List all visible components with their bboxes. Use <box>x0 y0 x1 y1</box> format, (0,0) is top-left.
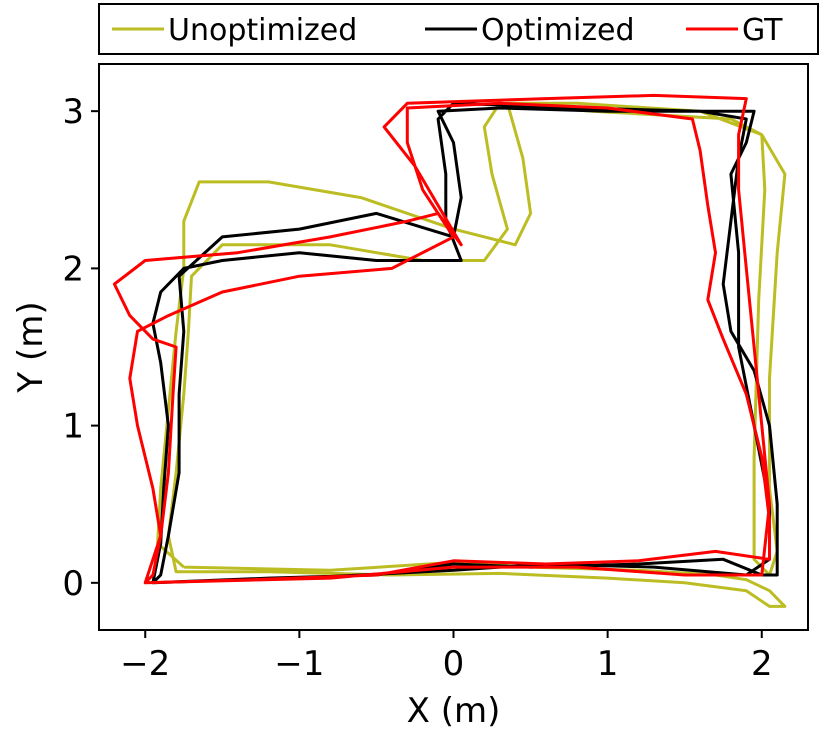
y-tick-label: 3 <box>62 92 84 132</box>
x-tick-label: 1 <box>597 644 619 684</box>
x-tick-label: −1 <box>274 644 324 684</box>
y-tick-label: 0 <box>62 564 84 604</box>
x-axis-label: X (m) <box>407 691 501 730</box>
ticks-layer: −2 −1 0 1 2 0 1 2 3 <box>62 92 772 684</box>
legend-label-gt: GT <box>742 13 783 48</box>
y-tick-label: 2 <box>62 249 84 289</box>
y-tick-label: 1 <box>62 407 84 447</box>
legend-label-unoptimized: Unoptimized <box>168 13 357 48</box>
series-layer <box>112 93 787 608</box>
x-tick-label: 2 <box>751 644 773 684</box>
x-tick-label: −2 <box>120 644 170 684</box>
x-tick-label: 0 <box>443 644 465 684</box>
legend: Unoptimized Optimized GT <box>98 3 819 55</box>
legend-label-optimized: Optimized <box>481 13 635 48</box>
series-line-unoptimized <box>156 101 787 608</box>
series-line-optimized <box>151 101 779 585</box>
y-axis-label: Y (m) <box>11 301 51 393</box>
series-line-gt <box>112 93 771 585</box>
